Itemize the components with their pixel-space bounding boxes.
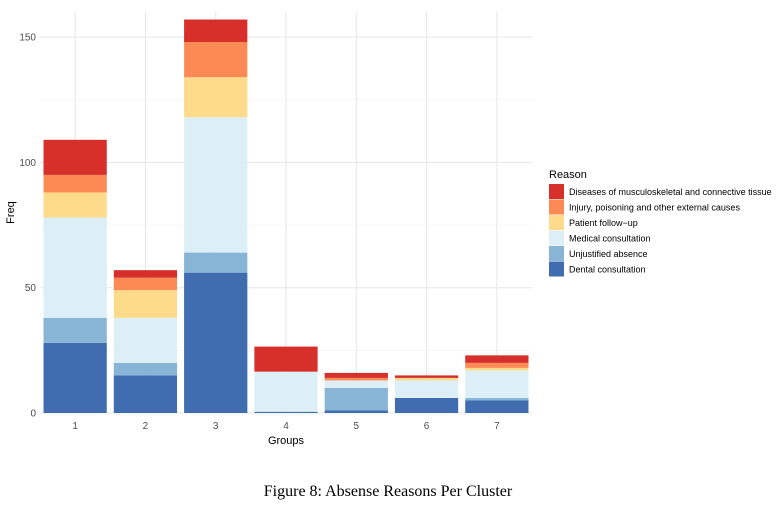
x-tick-label: 6: [424, 421, 430, 432]
y-tick-label: 150: [19, 33, 36, 44]
y-tick-label: 100: [19, 158, 36, 169]
x-tick-label: 1: [72, 421, 78, 432]
bar-segment: [394, 377, 459, 381]
bar-segment: [254, 411, 318, 413]
bar-segment: [465, 397, 529, 401]
bar-segment: [324, 377, 388, 381]
y-axis-ticks: 0 50 100 150: [19, 33, 36, 420]
legend-key: [549, 215, 564, 230]
bar-segment: [184, 117, 248, 253]
bar-segment: [324, 410, 388, 413]
bar-segment: [43, 342, 107, 413]
bar-segment: [43, 317, 107, 343]
bar-segment: [465, 362, 529, 368]
bar-segment: [254, 371, 318, 412]
y-tick-label: 50: [25, 283, 37, 294]
bar-segment: [394, 375, 459, 378]
legend-label: Unjustified absence: [569, 249, 648, 259]
figure-caption: Figure 8: Absense Reasons Per Cluster: [263, 483, 513, 500]
bar-segment: [43, 192, 107, 218]
bar-segment: [43, 139, 107, 175]
bar-segment: [465, 367, 529, 371]
bar-segment: [113, 290, 178, 318]
bar-segment: [113, 317, 178, 363]
bar-segment: [113, 375, 178, 413]
x-tick-label: 3: [213, 421, 219, 432]
y-axis-title: Freq: [5, 201, 17, 224]
bar-segment: [394, 397, 459, 413]
y-tick-label: 0: [30, 409, 36, 420]
grid-lines: [40, 12, 532, 414]
x-tick-label: 7: [494, 421, 500, 432]
bar-segment: [184, 252, 248, 273]
bar-segment: [43, 217, 107, 318]
x-axis-ticks: 1 2 3 4 5 6 7: [72, 421, 500, 432]
bar-segment: [113, 270, 178, 278]
legend-key: [549, 184, 564, 199]
legend-label: Injury, poisoning and other external cau…: [569, 203, 740, 213]
bar-segment: [465, 400, 529, 413]
x-tick-label: 4: [283, 421, 289, 432]
x-tick-label: 2: [143, 421, 149, 432]
bar-segment: [184, 19, 248, 43]
bar-segment: [184, 272, 248, 413]
legend-key: [549, 199, 564, 215]
legend-label: Medical consultation: [569, 234, 651, 244]
bar-segment: [465, 355, 529, 363]
bar-segment: [254, 346, 318, 372]
legend-label: Patient follow−up: [569, 218, 638, 228]
bar-segment: [465, 370, 529, 398]
bar-segment: [324, 372, 388, 378]
bars: [43, 19, 529, 413]
bar-segment: [324, 387, 388, 411]
bar-segment: [394, 380, 459, 398]
x-tick-label: 5: [354, 421, 360, 432]
legend-key: [549, 246, 564, 261]
bar-segment: [184, 77, 248, 118]
bar-segment: [43, 174, 107, 193]
legend-key: [549, 230, 564, 246]
x-axis-title: Groups: [268, 435, 305, 447]
stacked-bar-chart: 0 50 100 150 1 2 3 4 5 6 7 Groups Freq Reason Dis…: [5, 12, 772, 447]
legend-label: Diseases of musculoskeletal and connecti…: [569, 187, 772, 197]
legend: Reason Diseases of musculoskeletal and c…: [549, 169, 772, 277]
legend-key: [549, 261, 564, 277]
legend-title: Reason: [549, 169, 587, 181]
bar-segment: [113, 277, 178, 291]
bar-segment: [113, 362, 178, 376]
bar-segment: [184, 42, 248, 78]
bar-segment: [324, 380, 388, 388]
legend-label: Dental consultation: [569, 265, 646, 275]
